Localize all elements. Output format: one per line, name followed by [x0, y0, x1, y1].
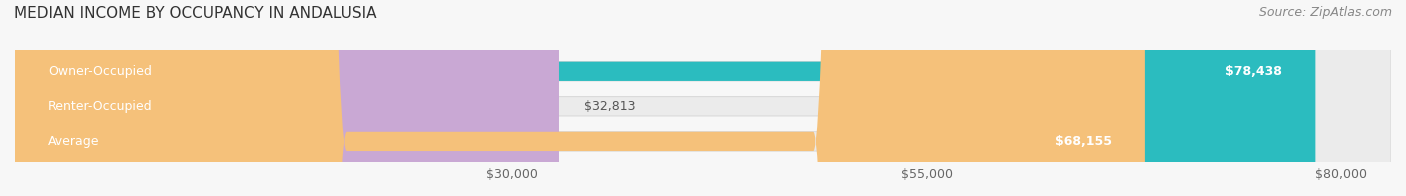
FancyBboxPatch shape — [15, 0, 1316, 196]
FancyBboxPatch shape — [15, 0, 1391, 196]
Text: $78,438: $78,438 — [1226, 65, 1282, 78]
Text: Renter-Occupied: Renter-Occupied — [48, 100, 153, 113]
Text: Average: Average — [48, 135, 100, 148]
FancyBboxPatch shape — [15, 0, 560, 196]
Text: $32,813: $32,813 — [583, 100, 636, 113]
FancyBboxPatch shape — [15, 0, 1391, 196]
FancyBboxPatch shape — [15, 0, 1391, 196]
FancyBboxPatch shape — [15, 0, 1144, 196]
Text: MEDIAN INCOME BY OCCUPANCY IN ANDALUSIA: MEDIAN INCOME BY OCCUPANCY IN ANDALUSIA — [14, 6, 377, 21]
Text: $68,155: $68,155 — [1054, 135, 1112, 148]
Text: Source: ZipAtlas.com: Source: ZipAtlas.com — [1258, 6, 1392, 19]
Text: Owner-Occupied: Owner-Occupied — [48, 65, 152, 78]
